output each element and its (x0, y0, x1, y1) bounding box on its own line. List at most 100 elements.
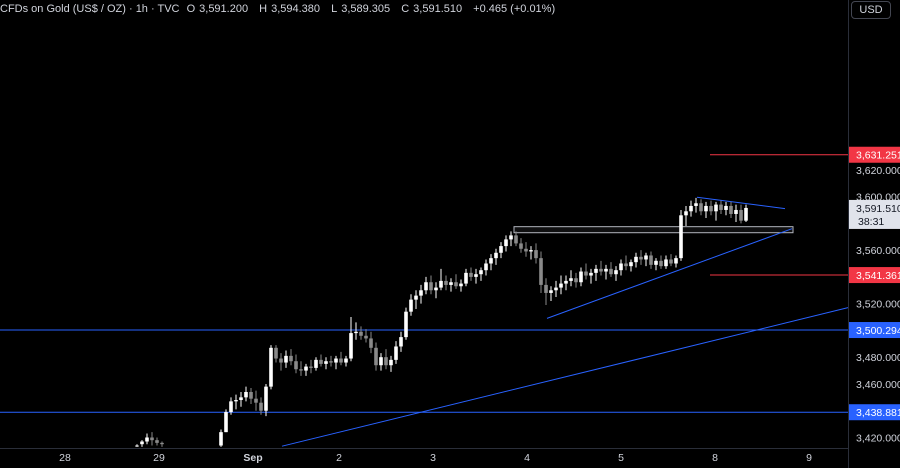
candle (349, 317, 353, 362)
candle-body (394, 346, 398, 360)
time-tick-label: 8 (712, 452, 718, 464)
candle-body (589, 272, 593, 276)
candle-body (699, 203, 703, 212)
candle-body (429, 282, 433, 291)
candle (145, 433, 149, 445)
candle (549, 286, 553, 301)
candle-body (559, 283, 563, 288)
candle (614, 266, 618, 281)
candle-body (369, 338, 373, 348)
candle (484, 259, 488, 276)
candle (424, 276, 428, 295)
candle (274, 345, 278, 363)
candle (259, 397, 263, 415)
price-tick-label: 3,420.000 (856, 433, 900, 445)
time-tick-label: 2 (336, 452, 342, 464)
candle-body (259, 402, 263, 411)
candle-body (604, 268, 608, 272)
candle (140, 440, 144, 447)
candle (509, 231, 513, 247)
candle-body (674, 258, 678, 264)
candle (299, 361, 303, 376)
candle (629, 259, 633, 272)
candle-body (374, 347, 378, 366)
candle (155, 437, 159, 446)
candle-body (244, 391, 248, 398)
candle (160, 441, 164, 447)
candle (464, 268, 468, 287)
candle (419, 284, 423, 304)
resistance-zone-box (513, 226, 794, 234)
candle (284, 350, 288, 368)
trendline-1 (546, 228, 793, 319)
candle (504, 235, 508, 252)
candle (609, 262, 613, 277)
level-price-label: 3,541.361 (856, 270, 900, 282)
candle (135, 444, 139, 447)
candle (664, 255, 668, 269)
candle (254, 390, 258, 411)
candle (604, 264, 608, 280)
candle (239, 391, 243, 407)
candle (539, 251, 543, 293)
candle-body (254, 398, 258, 403)
candle (654, 258, 658, 271)
current-price-label: 3,591.510 (856, 203, 900, 215)
candle (354, 322, 358, 340)
candle (674, 255, 678, 268)
candle-body (449, 282, 453, 285)
candle-body (399, 337, 403, 347)
candle (219, 429, 223, 447)
change-value: +0.465 (+0.01%) (473, 3, 556, 15)
price-tick-label: 3,460.000 (856, 379, 900, 391)
candle-body (155, 440, 159, 443)
candle-body (664, 259, 668, 267)
candle (449, 278, 453, 292)
time-tick-label: 28 (59, 452, 71, 464)
candle-body (499, 246, 503, 253)
candle-body (594, 268, 598, 273)
time-tick-label: 4 (524, 452, 530, 464)
candle-body (434, 287, 438, 291)
candle-body (709, 205, 713, 212)
candle-body (249, 391, 253, 399)
candle (684, 205, 688, 227)
candle-body (289, 355, 293, 362)
candle-body (509, 235, 513, 240)
candle (434, 282, 438, 299)
candle-body (614, 270, 618, 275)
candle (269, 345, 273, 390)
candle-body (704, 205, 708, 212)
candle-body (504, 239, 508, 247)
candle-body (419, 290, 423, 296)
price-tick-label: 3,480.000 (856, 352, 900, 364)
candle-body (684, 211, 688, 216)
candle-body (554, 287, 558, 291)
candle (709, 200, 713, 216)
candle (444, 275, 448, 291)
candle-body (689, 205, 693, 212)
time-tick-label: Sep (243, 452, 262, 464)
candle-body (469, 272, 473, 277)
open-value: 3,591.200 (199, 3, 249, 15)
candle (694, 197, 698, 213)
candle-body (534, 250, 538, 259)
candle (734, 204, 738, 223)
symbol-title: CFDs on Gold (US$ / OZ) · 1h · TVC (0, 3, 180, 15)
candle (404, 307, 408, 340)
candle-body (479, 270, 483, 275)
candle (744, 204, 748, 223)
currency-button[interactable]: USD (851, 1, 891, 19)
candle-body (514, 235, 518, 244)
candle-body (579, 271, 583, 283)
candle-body (624, 263, 628, 267)
candle (514, 231, 518, 247)
candle (309, 359, 313, 374)
candle (739, 204, 743, 224)
candle-body (219, 432, 223, 446)
candle-body (309, 366, 313, 368)
candle (569, 270, 573, 287)
candle-body (299, 369, 303, 371)
candle (624, 255, 628, 271)
